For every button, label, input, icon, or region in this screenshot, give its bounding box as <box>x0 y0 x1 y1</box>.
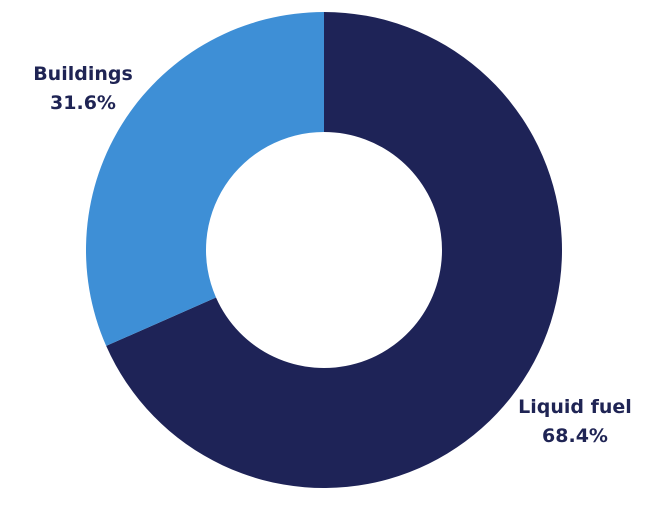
slice-label-value: 68.4% <box>542 425 608 447</box>
slice-label-buildings: Buildings 31.6% <box>8 60 158 118</box>
slice-label-name: Liquid fuel <box>518 396 632 418</box>
slice-label-value: 31.6% <box>50 92 116 114</box>
slice-label-name: Buildings <box>33 63 133 85</box>
donut-slice-buildings <box>85 12 324 346</box>
slice-label-liquid-fuel: Liquid fuel 68.4% <box>500 393 650 451</box>
donut-slice-liquid-fuel <box>106 12 562 488</box>
